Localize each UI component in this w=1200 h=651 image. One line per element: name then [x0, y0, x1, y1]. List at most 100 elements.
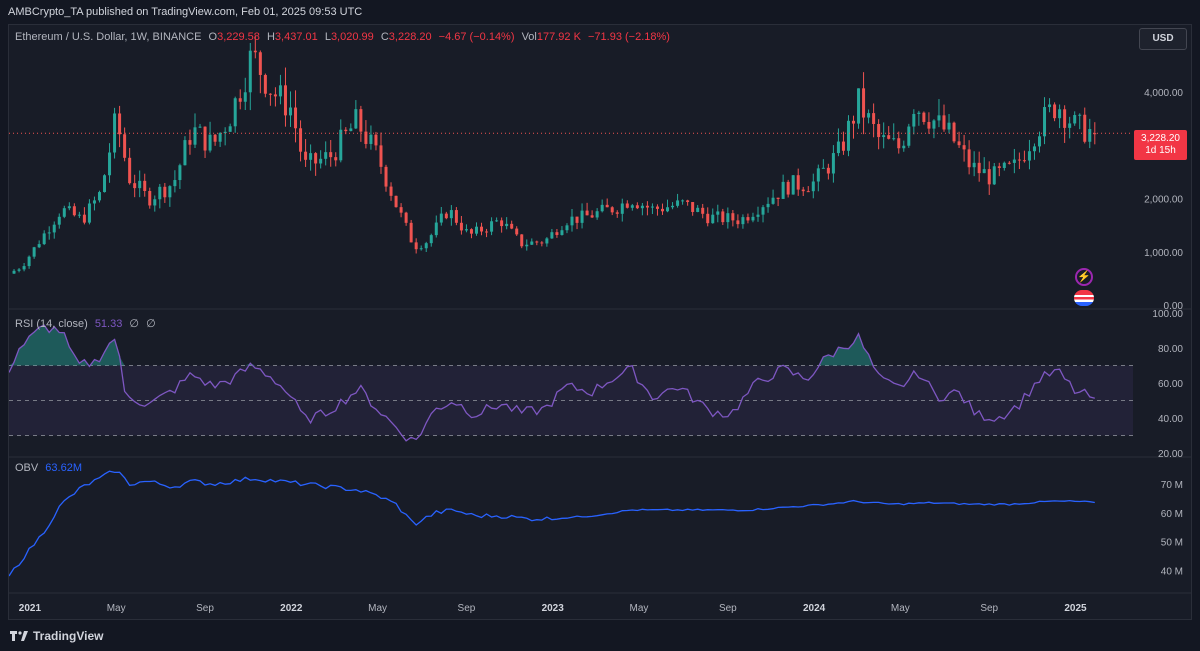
- candle-body: [610, 207, 614, 213]
- candle-body: [228, 126, 232, 132]
- time-axis-tick: 2022: [280, 603, 303, 614]
- candle-body: [208, 134, 212, 151]
- candle-body: [158, 186, 162, 200]
- candle-body: [419, 248, 423, 250]
- candle-body: [872, 113, 876, 125]
- candle-body: [671, 205, 675, 208]
- candle-body: [525, 244, 529, 247]
- candle-body: [655, 206, 659, 209]
- candle-body: [630, 205, 634, 208]
- candle-body: [937, 115, 941, 121]
- candle-body: [1002, 162, 1006, 168]
- candle-body: [1017, 159, 1021, 161]
- candle-body: [193, 127, 197, 145]
- candle-body: [183, 140, 187, 166]
- candle-body: [349, 128, 353, 132]
- vol-label: Vol: [521, 31, 537, 43]
- candle-body: [942, 115, 946, 130]
- candle-body: [555, 232, 559, 235]
- candle-body: [862, 88, 866, 118]
- candle-body: [781, 181, 785, 199]
- candle-body: [530, 241, 534, 245]
- candle-body: [957, 141, 961, 146]
- candle-body: [57, 216, 61, 225]
- time-axis-tick: May: [891, 603, 910, 614]
- candle-body: [424, 243, 428, 249]
- candle-body: [791, 175, 795, 195]
- candle-body: [153, 199, 157, 206]
- open-value: 3,229.58: [217, 31, 260, 43]
- candle-body: [1038, 136, 1042, 147]
- candle-body: [379, 145, 383, 167]
- candle-body: [580, 210, 584, 223]
- candle-body: [474, 226, 478, 234]
- candle-body: [268, 93, 272, 95]
- candle-body: [877, 124, 881, 138]
- us-flag-event-icon[interactable]: [1074, 290, 1094, 306]
- candle-body: [128, 157, 132, 184]
- candle-body: [233, 98, 237, 127]
- rsi-axis-tick: 80.00: [1158, 344, 1183, 355]
- candle-body: [927, 121, 931, 129]
- candle-body: [1068, 123, 1072, 128]
- candle-body: [248, 50, 252, 93]
- candle-body: [218, 133, 222, 142]
- footer-bar: [0, 622, 1200, 651]
- candle-body: [294, 107, 298, 129]
- candle-body: [1022, 160, 1026, 162]
- candle-body: [867, 113, 871, 118]
- candle-body: [982, 169, 986, 174]
- candle-body: [168, 186, 172, 198]
- candle-body: [605, 204, 609, 208]
- symbol-label[interactable]: Ethereum / U.S. Dollar, 1W, BINANCE: [15, 31, 202, 43]
- currency-button[interactable]: USD: [1139, 28, 1187, 50]
- candle-body: [444, 213, 448, 219]
- candle-body: [384, 166, 388, 187]
- candle-body: [1012, 159, 1016, 163]
- high-value: 3,437.01: [274, 31, 318, 43]
- candle-body: [108, 152, 112, 176]
- candle-body: [62, 208, 66, 217]
- candle-body: [67, 206, 71, 209]
- candle-body: [595, 211, 599, 218]
- candle-body: [676, 200, 680, 206]
- candle-body: [806, 191, 810, 193]
- candle-body: [686, 200, 690, 203]
- candle-body: [359, 109, 363, 132]
- candle-body: [821, 167, 825, 169]
- candle-body: [324, 152, 328, 159]
- candle-body: [590, 215, 594, 218]
- candle-body: [892, 138, 896, 140]
- candle-body: [37, 244, 41, 248]
- candle-body: [625, 203, 629, 208]
- close-label: C: [380, 31, 389, 43]
- candle-body: [972, 162, 976, 168]
- candle-body: [952, 122, 956, 142]
- time-axis-tick: May: [630, 603, 649, 614]
- obv-label[interactable]: OBV: [15, 462, 39, 474]
- candle-body: [314, 153, 318, 164]
- tradingview-logo[interactable]: TradingView: [10, 629, 103, 643]
- candle-body: [751, 216, 755, 221]
- candle-body: [263, 74, 267, 94]
- rsi-label[interactable]: RSI (14, close): [15, 318, 88, 330]
- candle-body: [454, 210, 458, 223]
- candle-body: [138, 180, 142, 189]
- candle-body: [917, 112, 921, 114]
- candle-body: [1063, 109, 1067, 128]
- candle-body: [902, 145, 906, 149]
- candle-body: [721, 211, 725, 223]
- candle-body: [600, 204, 604, 212]
- candle-body: [997, 166, 1001, 168]
- candle-body: [253, 50, 257, 53]
- close-value: 3,228.20: [388, 31, 432, 43]
- candle-body: [635, 205, 639, 209]
- time-axis-tick: Sep: [196, 603, 214, 614]
- flash-event-icon[interactable]: ⚡: [1075, 268, 1093, 286]
- time-axis-tick: May: [107, 603, 126, 614]
- candle-body: [826, 167, 830, 174]
- candle-body: [309, 153, 313, 160]
- chart-area[interactable]: 4,000.00 2,000.00 1,000.00 0.00 100.00 80.00 6…: [8, 24, 1192, 620]
- candle-body: [439, 213, 443, 223]
